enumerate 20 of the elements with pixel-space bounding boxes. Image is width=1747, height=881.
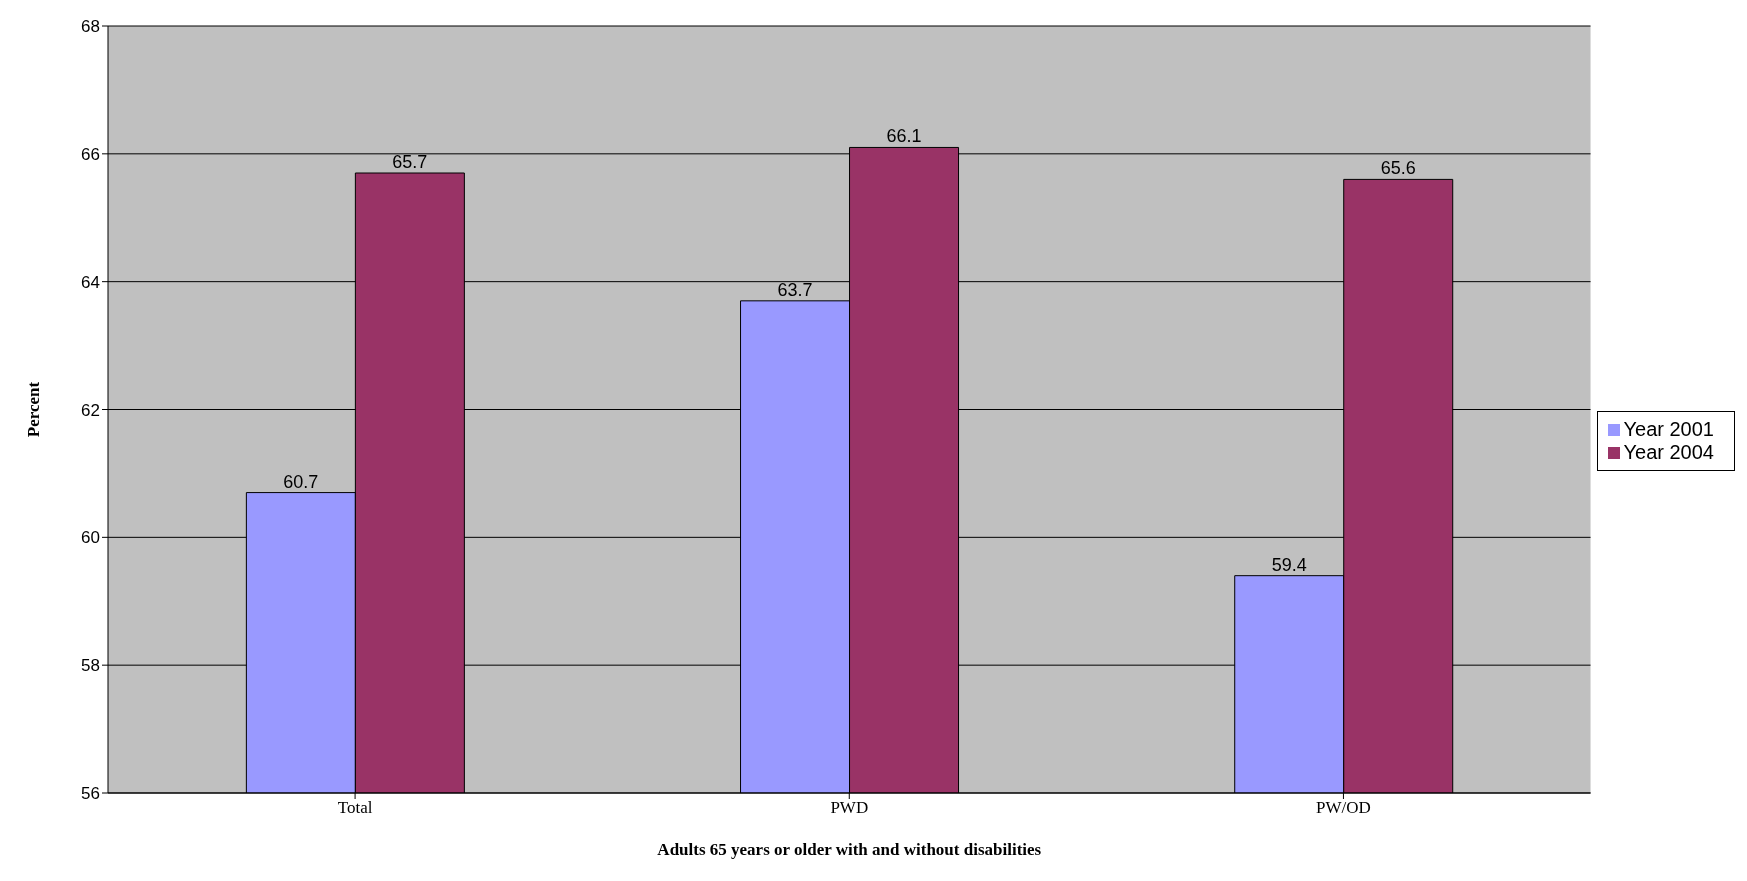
x-tick-label: PW/OD — [1316, 798, 1371, 818]
data-label: 63.7 — [777, 279, 813, 300]
data-label: 59.4 — [1271, 554, 1307, 575]
y-tick-label: 68 — [81, 17, 100, 37]
x-tick-label: PWD — [830, 798, 869, 818]
data-label: 60.7 — [283, 471, 319, 492]
y-tick-label: 64 — [81, 272, 100, 292]
data-label: 65.6 — [1380, 158, 1416, 179]
y-tick-label: 56 — [81, 784, 100, 804]
data-label: 65.7 — [392, 152, 428, 173]
y-tick-label: 62 — [81, 400, 100, 420]
legend-label: Year 2004 — [1623, 440, 1714, 463]
y-tick-label: 60 — [81, 528, 100, 548]
x-tick-label: Total — [337, 798, 373, 818]
data-label: 66.1 — [886, 126, 922, 147]
legend-label: Year 2001 — [1623, 417, 1714, 440]
y-axis-title: Percent — [24, 381, 44, 438]
y-tick-label: 58 — [81, 656, 100, 676]
y-tick-label: 66 — [81, 144, 100, 164]
x-axis-title: Adults 65 years or older with and without disabilities — [657, 840, 1042, 859]
